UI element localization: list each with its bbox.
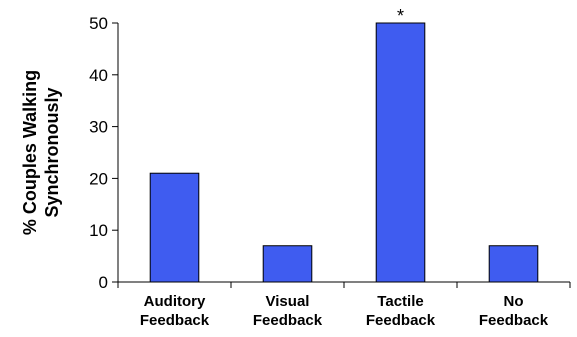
x-category-label: No Feedback <box>479 293 549 329</box>
y-tick-label: 50 <box>89 14 108 33</box>
bar <box>375 22 426 283</box>
y-tick-label: 20 <box>89 169 108 188</box>
y-tick-label: 30 <box>89 118 108 137</box>
x-category-label-line: No <box>504 293 524 310</box>
x-category-label-line: Feedback <box>479 312 549 329</box>
x-category-label: Auditory Feedback <box>140 293 210 329</box>
x-category-label-line: Feedback <box>366 312 436 329</box>
y-axis-label-line: Synchronously <box>42 87 62 217</box>
bar <box>149 172 200 283</box>
y-axis-label: % Couples Walking Synchronously <box>20 70 62 235</box>
y-axis-label-line: % Couples Walking <box>20 70 40 235</box>
x-category-label: Visual Feedback <box>253 293 323 329</box>
bar <box>488 245 539 283</box>
x-category-label: Tactile Feedback <box>366 293 436 329</box>
x-category-label-line: Visual <box>266 293 310 310</box>
bars <box>149 22 539 283</box>
y-tick-label: 0 <box>99 273 108 292</box>
category-labels: Auditory Feedback Visual Feedback Tactile Fee… <box>140 293 549 329</box>
significance-marker: * <box>397 6 404 26</box>
bar <box>262 245 313 283</box>
x-axis <box>117 281 571 288</box>
annotations: * <box>397 6 404 26</box>
y-axis-title: % Couples Walking Synchronously <box>20 70 62 235</box>
y-tick-label: 40 <box>89 66 108 85</box>
x-category-label-line: Tactile <box>377 293 423 310</box>
x-category-label-line: Feedback <box>253 312 323 329</box>
y-axis: 0 10 20 30 40 50 <box>89 14 119 292</box>
x-category-label-line: Feedback <box>140 312 210 329</box>
x-category-label-line: Auditory <box>144 293 206 310</box>
y-tick-label: 10 <box>89 221 108 240</box>
